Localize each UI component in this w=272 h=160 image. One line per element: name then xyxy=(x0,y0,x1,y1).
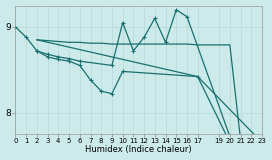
X-axis label: Humidex (Indice chaleur): Humidex (Indice chaleur) xyxy=(85,145,192,154)
